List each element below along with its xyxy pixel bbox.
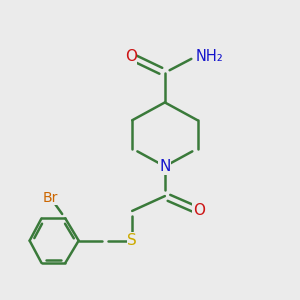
Text: Br: Br — [43, 190, 58, 205]
Text: O: O — [193, 203, 205, 218]
Text: NH₂: NH₂ — [196, 49, 224, 64]
Text: O: O — [125, 49, 137, 64]
Text: N: N — [159, 159, 170, 174]
Text: S: S — [127, 233, 137, 248]
